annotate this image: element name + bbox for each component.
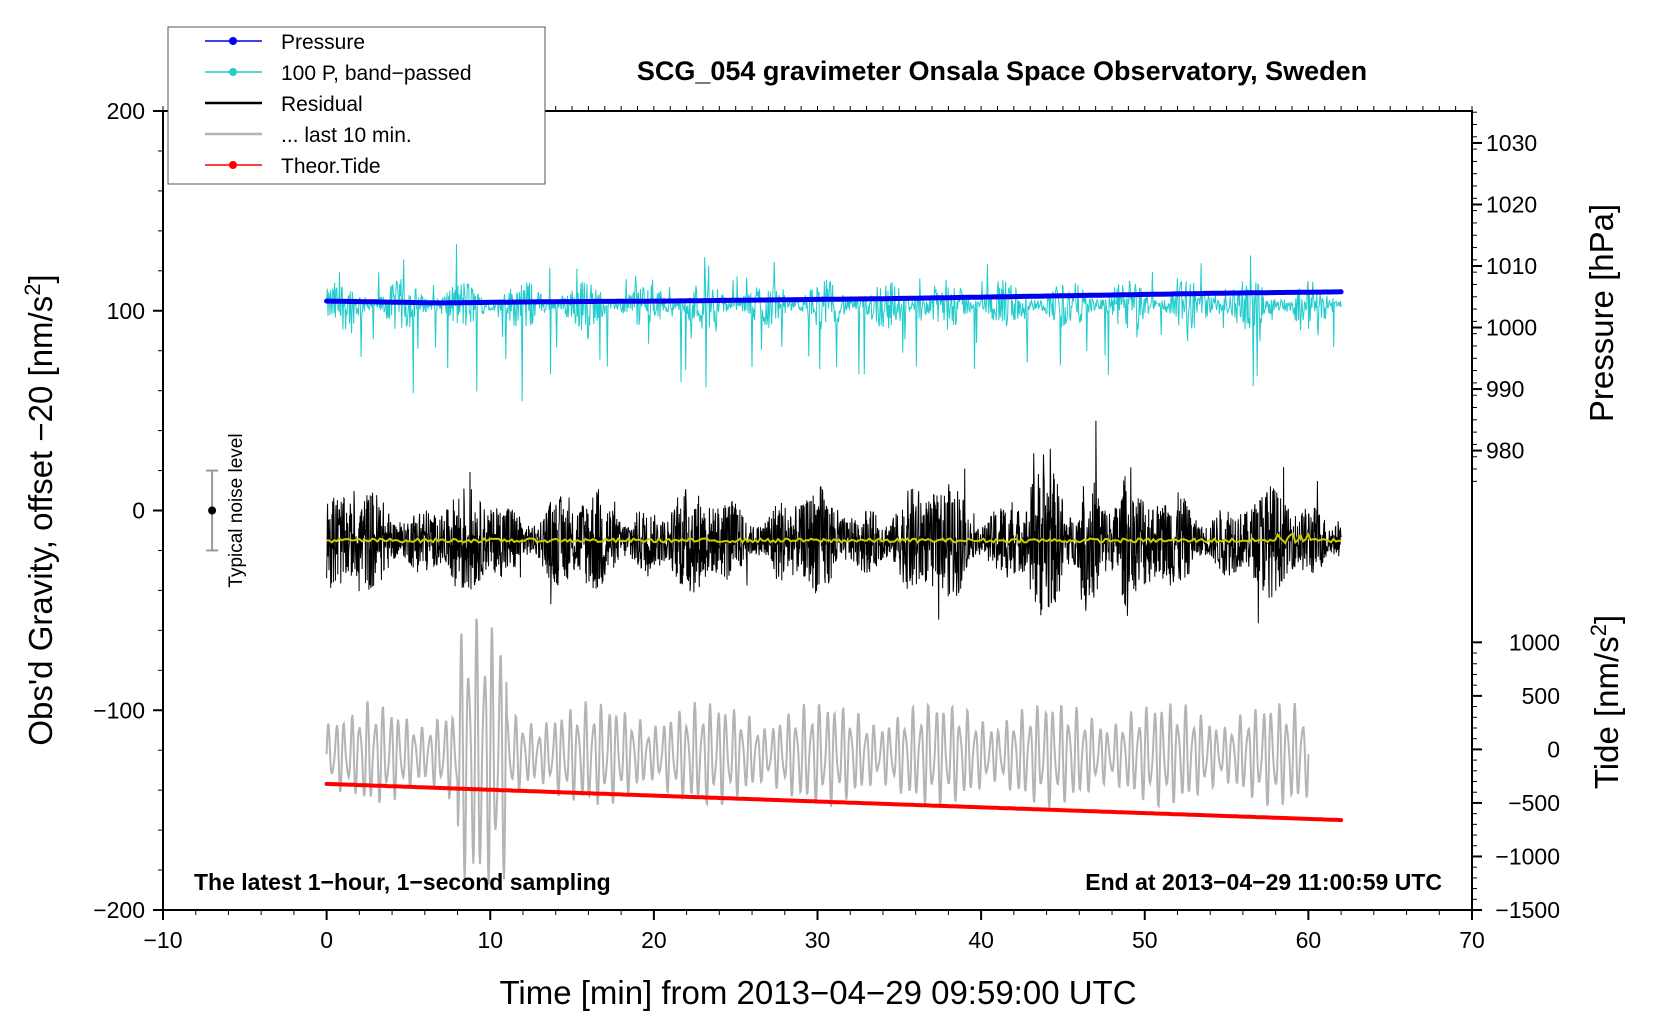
pressure-tick-label: 1020	[1486, 191, 1537, 217]
y-axis-label-tide: Tide [nm/s2]	[1586, 615, 1626, 789]
series-last10min-line	[325, 618, 1310, 885]
legend-label: 100 P, band−passed	[281, 62, 472, 85]
pressure-tick-label: 990	[1486, 376, 1524, 402]
x-axis-label: Time [min] from 2013−04−29 09:59:00 UTC	[499, 974, 1136, 1011]
y-axis-label-tide-end: ]	[1588, 615, 1625, 624]
legend-label: ... last 10 min.	[281, 124, 412, 147]
y-left-tick-label: −200	[93, 897, 145, 923]
x-tick-label: 70	[1459, 927, 1485, 953]
noise-indicator: Typical noise level	[206, 433, 247, 588]
legend-label: Residual	[281, 93, 363, 116]
x-tick-label: 20	[641, 927, 667, 953]
x-tick-label: 50	[1132, 927, 1158, 953]
y-axis-label-tide-sup: 2	[1586, 624, 1611, 636]
y-axis-label-left-sup: 2	[20, 284, 45, 296]
tide-tick-label: 0	[1547, 736, 1560, 762]
x-tick-label: 0	[320, 927, 333, 953]
y-axis-label-left-end: ]	[22, 274, 59, 283]
x-tick-label: 10	[477, 927, 503, 953]
legend-label: Pressure	[281, 31, 365, 54]
y-left-tick-label: −100	[93, 697, 145, 723]
y-left-tick-label: 200	[107, 98, 145, 124]
y-axis-label-left-main: Obs'd Gravity, offset −20 [nm/s	[22, 296, 59, 746]
tide-tick-label: −1500	[1495, 897, 1560, 923]
noise-dot	[208, 506, 217, 515]
y-left-tick-label: 100	[107, 298, 145, 324]
x-tick-label: 30	[805, 927, 831, 953]
chart-title: SCG_054 gravimeter Onsala Space Observat…	[637, 56, 1367, 86]
series-theor-tide-line	[324, 781, 1344, 823]
legend-marker	[229, 68, 237, 76]
series-layer	[324, 244, 1344, 885]
y-left-tick-label: 0	[132, 498, 145, 524]
series-residual-smoothed-line	[326, 531, 1342, 545]
x-tick-label: 40	[968, 927, 994, 953]
axes-layer: −10 0 10 20 30 40 50 60 70−200−10001002009809901…	[93, 98, 1560, 953]
legend-marker	[229, 37, 237, 45]
y-axis-label-pressure: Pressure [hPa]	[1583, 204, 1620, 422]
series-residual-line	[326, 420, 1342, 624]
legend-marker	[229, 161, 237, 169]
pressure-tick-label: 1000	[1486, 315, 1537, 341]
legend-label: Theor.Tide	[281, 155, 381, 178]
series-bandpassed-line	[326, 244, 1342, 402]
pressure-tick-label: 1010	[1486, 253, 1537, 279]
y-axis-label-tide-main: Tide [nm/s	[1588, 636, 1625, 789]
tide-tick-label: 1000	[1509, 629, 1560, 655]
annotation-end-time: End at 2013−04−29 11:00:59 UTC	[1085, 869, 1442, 895]
legend-box	[167, 26, 546, 185]
tide-tick-label: −1000	[1495, 843, 1560, 869]
pressure-tick-label: 980	[1486, 438, 1524, 464]
y-axis-label-left: Obs'd Gravity, offset −20 [nm/s2]	[20, 274, 60, 745]
x-tick-label: 60	[1296, 927, 1322, 953]
annotation-sampling: The latest 1−hour, 1−second sampling	[194, 869, 611, 895]
tide-tick-label: 500	[1522, 683, 1560, 709]
noise-label: Typical noise level	[226, 433, 247, 587]
series-pressure-line	[324, 289, 1344, 306]
pressure-tick-label: 1030	[1486, 130, 1537, 156]
legend: Pressure 100 P, band−passed Residual ... la…	[167, 26, 546, 185]
x-tick-label: −10	[143, 927, 182, 953]
tide-tick-label: −500	[1508, 790, 1560, 816]
